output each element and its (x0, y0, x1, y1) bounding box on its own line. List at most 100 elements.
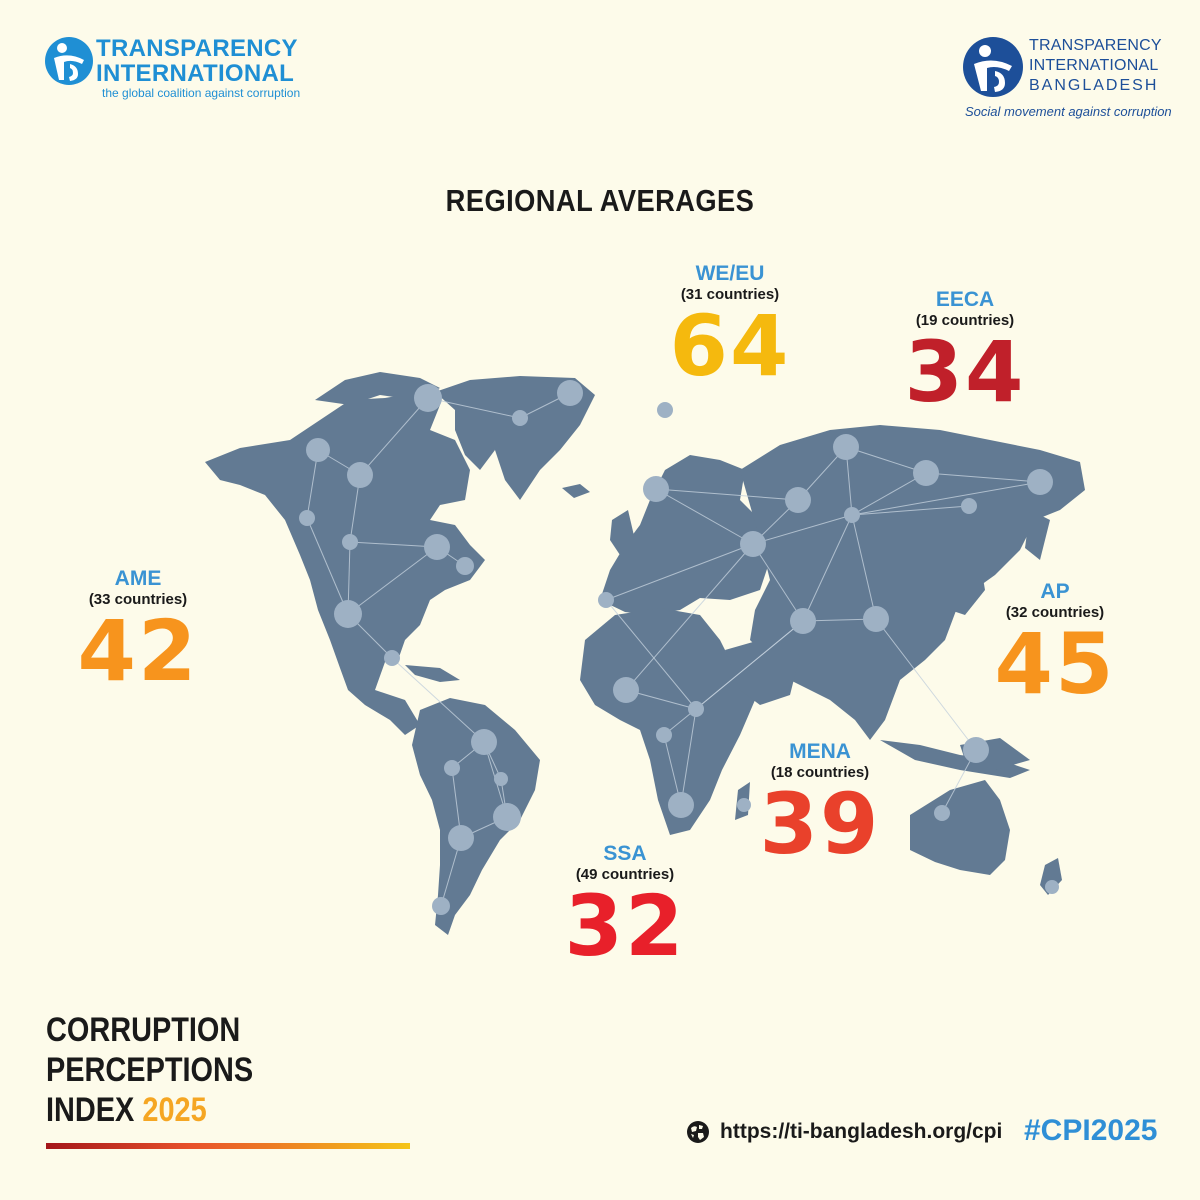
network-node (471, 729, 497, 755)
hashtag: #CPI2025 (1024, 1114, 1158, 1147)
network-node (494, 772, 508, 786)
network-node (785, 487, 811, 513)
network-link (845, 446, 927, 474)
network-link (605, 543, 754, 601)
map-network (299, 380, 1059, 915)
region-eeca: EECA (19 countries) 34 (885, 288, 1045, 414)
cpi-title-line3: INDEX 2025 (46, 1090, 253, 1130)
network-link (625, 543, 754, 691)
region-country-count: (19 countries) (915, 312, 1015, 329)
tib-name-line1: TRANSPARENCY (1029, 37, 1162, 54)
region-ssa: SSA (49 countries) 32 (545, 842, 705, 968)
network-node (432, 897, 450, 915)
ti-name-line1: TRANSPARENCY (96, 35, 298, 62)
region-code: EECA (935, 288, 995, 311)
network-link (752, 514, 853, 545)
tib-emblem-icon (963, 37, 1023, 97)
footer-url-text[interactable]: https://ti-bangladesh.org/cpi (720, 1120, 1003, 1143)
region-ame: AME (33 countries) 42 (50, 567, 226, 693)
region-code: AP (1040, 580, 1070, 603)
network-node (1027, 469, 1053, 495)
network-node (598, 592, 614, 608)
network-link (347, 546, 438, 615)
region-ap: AP (32 countries) 45 (975, 580, 1135, 706)
ti-name: TRANSPARENCY INTERNATIONAL (96, 36, 298, 86)
network-node (863, 606, 889, 632)
network-link (752, 543, 804, 622)
region-code: WE/EU (695, 262, 765, 285)
landmass-caribbean (405, 665, 460, 682)
network-link (605, 599, 697, 710)
network-node (448, 825, 474, 851)
cpi-title-line2: PERCEPTIONS (46, 1051, 254, 1089)
network-link (655, 488, 754, 545)
network-node (444, 760, 460, 776)
network-node (1045, 880, 1059, 894)
network-link (349, 541, 438, 548)
network-node (844, 507, 860, 523)
network-node (833, 434, 859, 460)
network-link (851, 514, 877, 620)
network-node (737, 798, 751, 812)
network-node (306, 438, 330, 462)
network-link (680, 708, 697, 806)
region-country-count: (18 countries) (770, 764, 870, 781)
map-landmasses (205, 372, 1085, 935)
footer-link[interactable]: https://ti-bangladesh.org/cpi (686, 1120, 1002, 1144)
ti-emblem-icon (45, 37, 93, 85)
region-mena: MENA (18 countries) 39 (740, 740, 900, 866)
globe-icon (687, 1121, 709, 1143)
network-link (427, 397, 521, 419)
region-country-count: (49 countries) (575, 866, 675, 883)
region-country-count: (33 countries) (88, 591, 188, 608)
landmass-arabia (725, 640, 800, 705)
landmass-africa (580, 608, 755, 835)
cpi-index-word: INDEX (46, 1091, 135, 1129)
ti-tagline: the global coalition against corruption (102, 86, 301, 100)
network-node (656, 727, 672, 743)
network-link (655, 488, 799, 501)
region-score: 32 (564, 877, 686, 975)
network-node (512, 410, 528, 426)
network-node (613, 677, 639, 703)
network-link (695, 620, 804, 710)
region-we-eu: WE/EU (31 countries) 64 (650, 262, 810, 388)
landmass-iceland (562, 484, 590, 498)
cpi-title: CORRUPTION PERCEPTIONS INDEX 2025 (46, 1010, 253, 1130)
ti-name-line2: INTERNATIONAL (96, 60, 295, 87)
landmass-baffin (455, 405, 495, 470)
network-node (299, 510, 315, 526)
region-score: 42 (77, 602, 199, 700)
tib-name: TRANSPARENCY INTERNATIONAL BANGLADESH (1029, 36, 1162, 96)
network-link (875, 618, 977, 751)
network-link (802, 514, 853, 622)
region-score: 64 (669, 297, 791, 395)
tib-tagline: Social movement against corruption (965, 104, 1172, 119)
network-link (851, 481, 1041, 516)
cpi-year: 2025 (142, 1091, 207, 1129)
network-node (342, 534, 358, 550)
network-link (851, 472, 927, 516)
network-node (934, 805, 950, 821)
page-title: REGIONAL AVERAGES (445, 183, 755, 218)
landmass-arctic-islands (315, 372, 440, 405)
network-node (657, 402, 673, 418)
landmass-south-america (412, 698, 540, 935)
region-code: SSA (603, 842, 647, 865)
network-node (961, 498, 977, 514)
network-node (493, 803, 521, 831)
cpi-gradient-bar (46, 1143, 410, 1149)
network-link (391, 657, 485, 743)
network-node (334, 600, 362, 628)
cpi-title-line1: CORRUPTION (46, 1011, 241, 1049)
landmass-north-america (205, 392, 485, 735)
network-node (668, 792, 694, 818)
region-country-count: (32 countries) (1005, 604, 1105, 621)
network-node (557, 380, 583, 406)
landmass-uk (610, 510, 635, 555)
network-node (740, 531, 766, 557)
network-node (414, 384, 442, 412)
network-node (688, 701, 704, 717)
network-link (851, 505, 970, 516)
network-node (963, 737, 989, 763)
